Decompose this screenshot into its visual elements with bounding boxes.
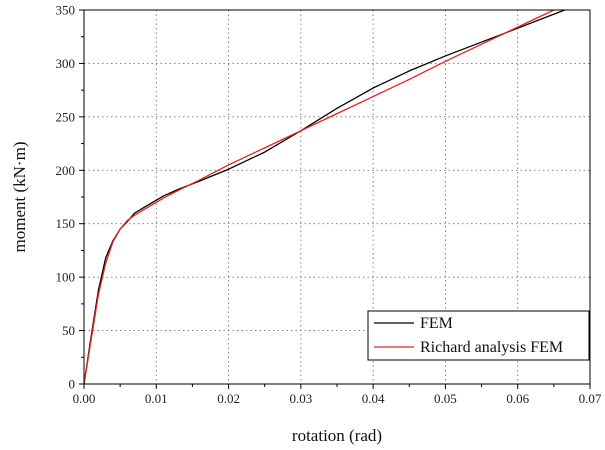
y-tick-label: 300 xyxy=(56,56,76,71)
x-tick-label: 0.02 xyxy=(217,391,240,406)
x-tick-label: 0.01 xyxy=(145,391,168,406)
series-line-richard-analysis-fem xyxy=(83,9,555,385)
y-tick-label: 50 xyxy=(62,323,75,338)
y-tick-label: 250 xyxy=(56,109,76,124)
x-tick-label: 0.04 xyxy=(362,391,385,406)
series-group xyxy=(83,9,566,385)
y-tick-label: 0 xyxy=(69,377,76,392)
y-tick-label: 200 xyxy=(56,163,76,178)
y-axis-title: moment (kN·m) xyxy=(10,142,29,253)
y-tick-label: 350 xyxy=(56,3,76,18)
x-tick-label: 0.06 xyxy=(506,391,529,406)
x-tick-label: 0.07 xyxy=(579,391,602,406)
x-tick-label: 0.00 xyxy=(73,391,96,406)
axes: 0.00 0.01 0.02 0.03 0.04 0.05 0.06 0.07 0 50 100 15… xyxy=(56,3,602,407)
legend-label-richard: Richard analysis FEM xyxy=(420,339,563,356)
x-axis-title: rotation (rad) xyxy=(292,426,382,445)
y-tick-label: 150 xyxy=(56,216,76,231)
legend-label-fem: FEM xyxy=(420,315,453,332)
legend-box xyxy=(367,310,590,361)
legend: FEM Richard analysis FEM xyxy=(367,310,590,361)
y-tick-label: 100 xyxy=(56,270,76,285)
x-tick-label: 0.05 xyxy=(434,391,457,406)
x-tick-label: 0.03 xyxy=(289,391,312,406)
